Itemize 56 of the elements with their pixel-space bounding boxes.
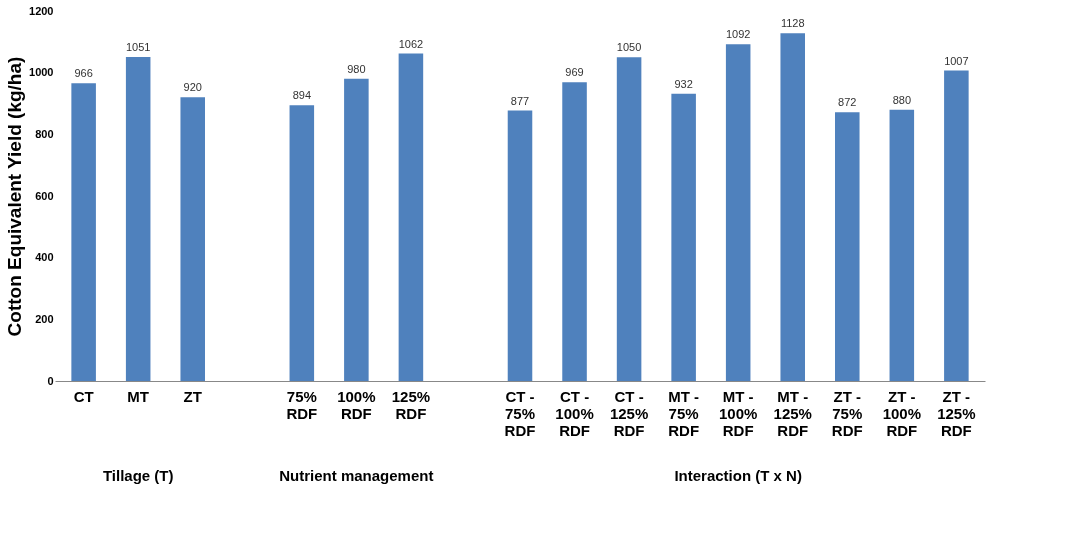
x-tick-label: 125% RDF — [391, 387, 431, 422]
x-tick-label: 100% RDF — [337, 387, 376, 422]
x-tick-label: MT - 75% RDF — [668, 387, 700, 439]
data-label: 1007 — [944, 54, 969, 67]
y-tick-label: 400 — [35, 251, 54, 264]
y-tick-label: 800 — [35, 127, 54, 140]
bar — [562, 82, 587, 381]
data-label: 872 — [838, 96, 857, 109]
text: Tillage (T) — [102, 467, 174, 484]
data-label: 920 — [183, 81, 202, 94]
bar — [671, 93, 696, 381]
bar — [289, 105, 315, 381]
text: Nutrient management — [279, 467, 434, 484]
x-tick-label: ZT - 125% RDF — [937, 387, 976, 439]
bar — [835, 112, 860, 381]
bar — [344, 78, 369, 381]
bar — [944, 70, 969, 381]
data-label: 1050 — [616, 41, 642, 54]
data-label: 1062 — [398, 37, 424, 50]
bar — [180, 97, 205, 381]
y-tick-label: 1200 — [29, 4, 54, 17]
y-tick-label: 200 — [35, 312, 54, 325]
bar — [889, 109, 915, 381]
bar — [725, 44, 751, 381]
x-tick-label: 75% RDF — [286, 387, 318, 422]
data-label: 1092 — [725, 28, 751, 41]
bar — [71, 83, 96, 381]
x-tick-label: MT - 100% RDF — [718, 387, 758, 439]
data-label: 1051 — [125, 40, 151, 53]
data-label: 877 — [510, 94, 530, 107]
y-tick-label: 1000 — [29, 66, 54, 79]
y-tick-label: 600 — [35, 189, 54, 202]
x-tick-label: CT — [73, 387, 94, 405]
data-label: 932 — [674, 77, 693, 90]
x-tick-label: CT - 125% RDF — [609, 387, 649, 439]
data-label: 880 — [892, 93, 911, 106]
x-tick-label: MT — [127, 387, 150, 405]
data-label: 966 — [74, 67, 93, 80]
x-tick-label: ZT - 75% RDF — [831, 387, 863, 439]
bar — [780, 33, 805, 381]
bar — [125, 56, 151, 381]
x-tick-label: CT - 100% RDF — [555, 387, 594, 439]
x-tick-label: CT - 75% RDF — [504, 387, 536, 439]
y-tick-label: 0 — [47, 374, 54, 387]
bar — [616, 57, 642, 381]
data-label: 894 — [292, 89, 311, 102]
x-tick-label: ZT - 100% RDF — [882, 387, 922, 439]
data-label: 1128 — [780, 17, 805, 30]
bar — [398, 53, 424, 381]
bar — [507, 110, 533, 381]
x-tick-label: ZT — [183, 387, 202, 405]
y-axis-title: Cotton Equivalent Yield (kg/ha) — [4, 56, 26, 337]
text: Interaction (T x N) — [674, 467, 802, 484]
data-label: 969 — [565, 66, 584, 79]
x-tick-label: MT - 125% RDF — [773, 387, 812, 439]
data-label: 980 — [347, 62, 366, 75]
